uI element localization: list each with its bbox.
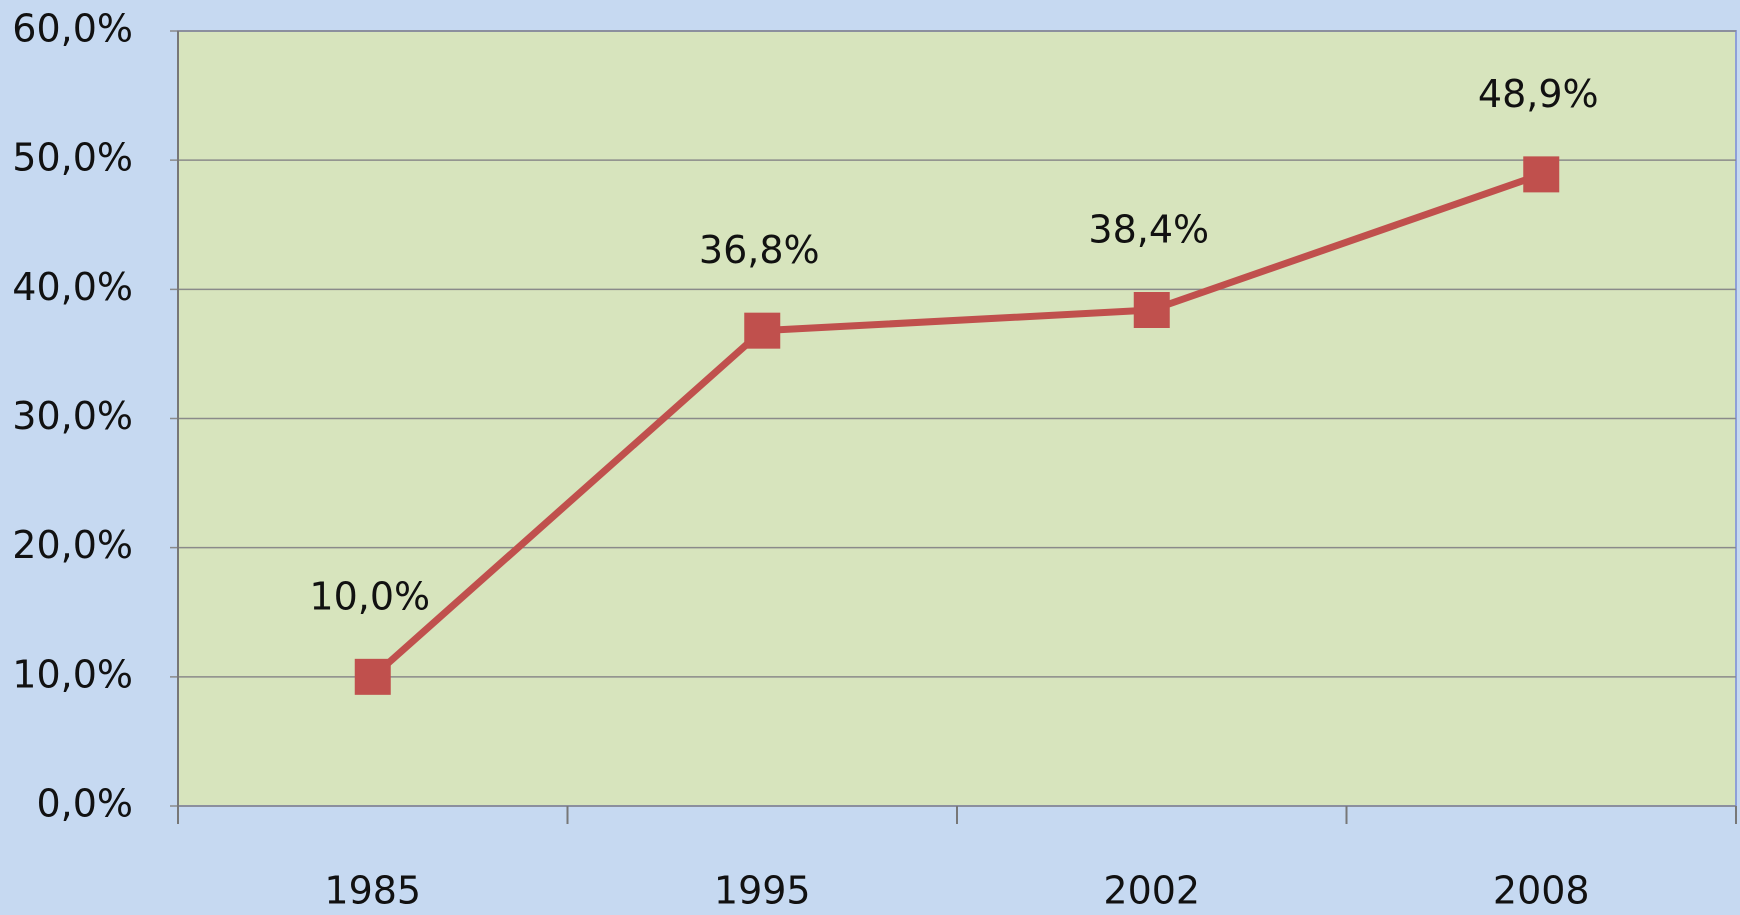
y-tick-label: 50,0% xyxy=(12,136,133,180)
data-label: 36,8% xyxy=(699,228,820,272)
x-tick-label: 1995 xyxy=(714,869,811,913)
marker xyxy=(744,312,781,349)
x-tick-label: 2008 xyxy=(1493,869,1590,913)
marker xyxy=(1133,292,1170,328)
line xyxy=(370,171,1543,680)
marker xyxy=(1523,156,1560,193)
x-tick-label: 1985 xyxy=(324,869,421,913)
y-tick-label: 40,0% xyxy=(12,265,133,309)
y-tick-label: 10,0% xyxy=(12,652,133,696)
y-tick-label: 30,0% xyxy=(12,394,133,438)
marker xyxy=(354,658,391,695)
y-tick-label: 0,0% xyxy=(36,782,133,826)
y-tick-label: 60,0% xyxy=(12,7,133,51)
y-tick-label: 20,0% xyxy=(12,523,133,567)
data-label: 38,4% xyxy=(1088,208,1209,252)
data-label: 10,0% xyxy=(309,574,430,618)
data-label: 48,9% xyxy=(1478,72,1599,116)
x-tick-label: 2002 xyxy=(1103,869,1200,913)
